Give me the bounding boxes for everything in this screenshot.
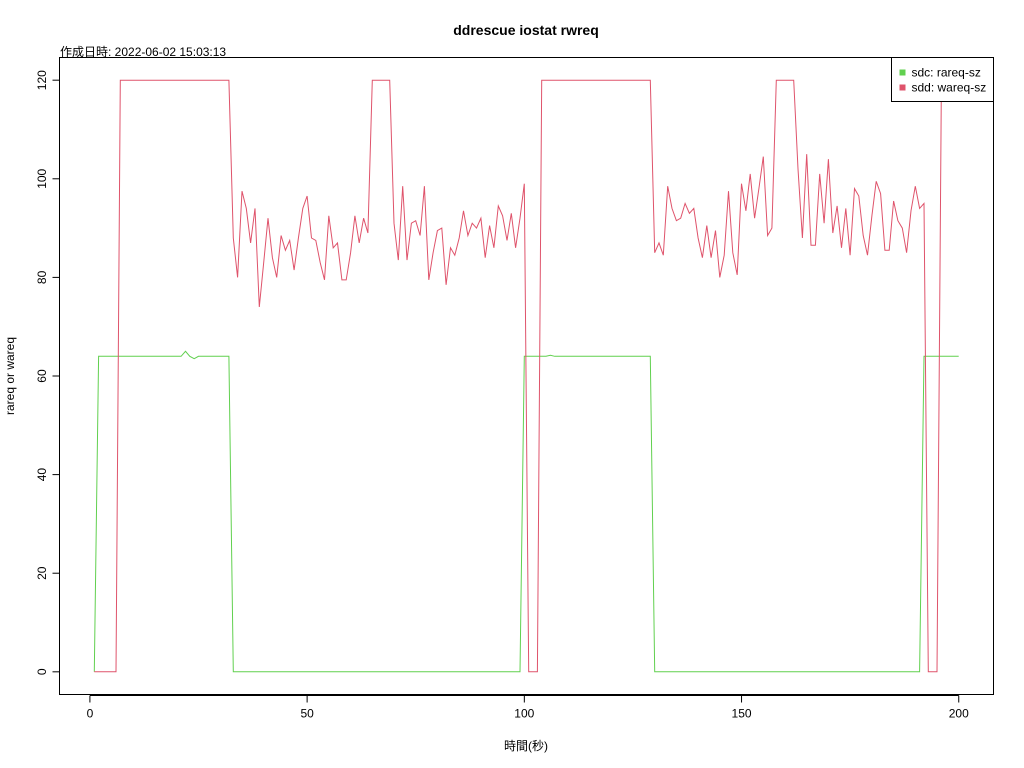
y-tick-label: 120 [35, 70, 49, 90]
y-tick-label: 40 [35, 468, 49, 482]
y-tick-label: 100 [35, 168, 49, 188]
y-tick-label: 60 [35, 369, 49, 383]
x-tick-label: 0 [87, 707, 94, 721]
legend-label: sdc: rareq-sz [912, 66, 981, 80]
x-tick-label: 100 [514, 707, 534, 721]
series-line-2 [94, 79, 942, 673]
chart-subtitle: 作成日時: 2022-06-02 15:03:13 [60, 45, 226, 59]
x-tick-label: 50 [300, 707, 314, 721]
y-axis: 0 20 40 60 80 100 120 [35, 70, 60, 675]
y-tick-label: 20 [35, 566, 49, 580]
y-tick-label: 0 [35, 668, 49, 675]
legend-label: sdd: wareq-sz [912, 81, 987, 95]
series-line-1 [93, 350, 959, 673]
chart-title: ddrescue iostat rwreq [453, 22, 599, 38]
legend-swatch [899, 69, 906, 76]
y-tick-label: 80 [35, 270, 49, 284]
series-layer [93, 79, 959, 673]
x-axis: 0 50 100 150 200 [87, 695, 969, 721]
x-tick-label: 150 [732, 707, 752, 721]
x-axis-label: 時間(秒) [504, 739, 548, 753]
y-axis-label: rareq or wareq [3, 337, 17, 415]
legend-swatch [899, 84, 906, 91]
x-tick-label: 200 [949, 707, 969, 721]
legend-box [891, 57, 994, 102]
